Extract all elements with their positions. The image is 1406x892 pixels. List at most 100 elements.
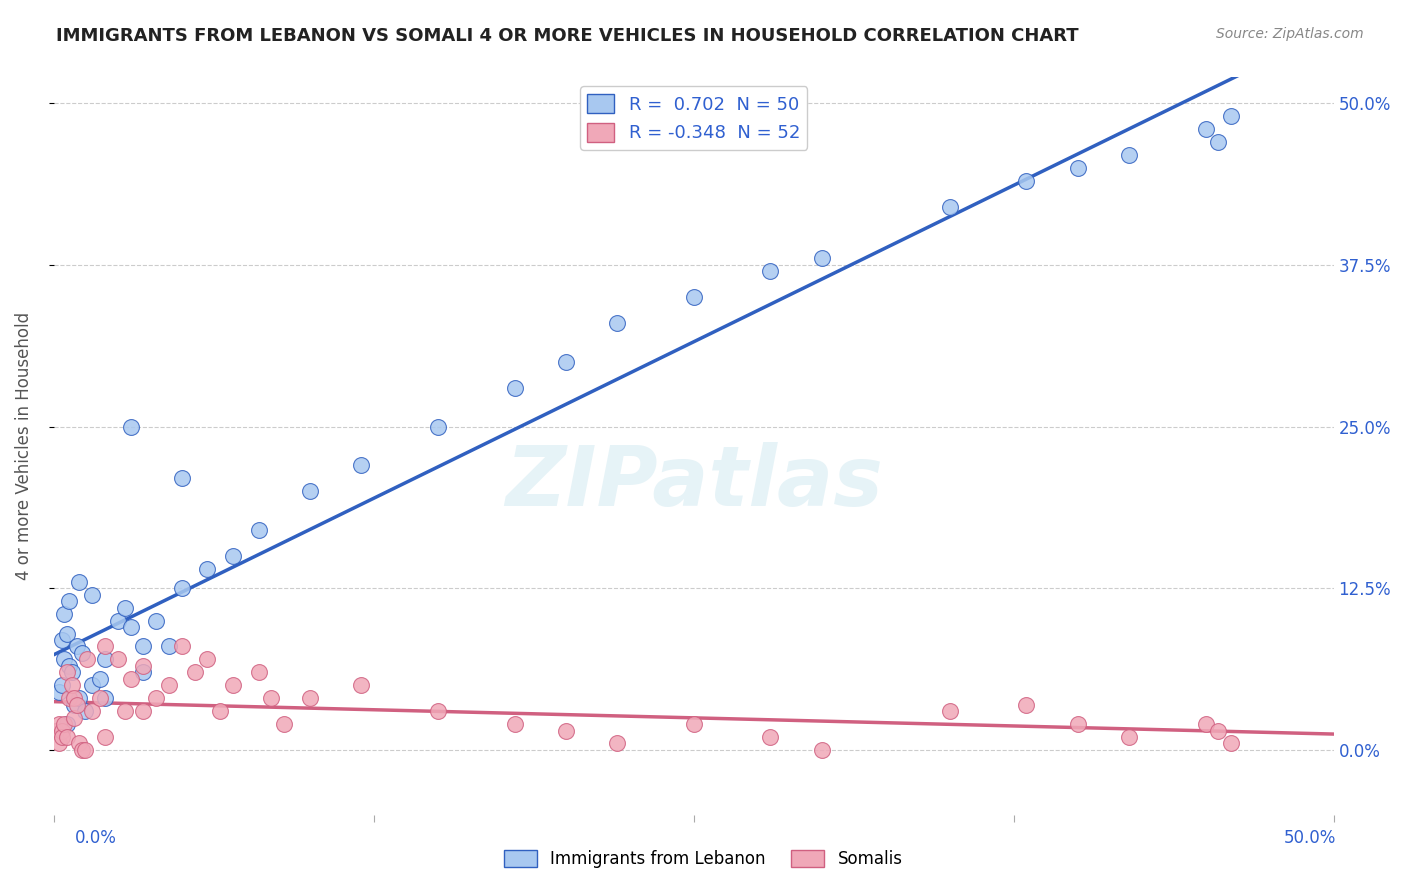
Point: [170, 581, 193, 595]
Point: [107, 614, 129, 628]
Point: [48, 717, 70, 731]
Point: [132, 665, 155, 680]
Point: [682, 290, 704, 304]
Point: [1066, 161, 1088, 175]
Point: [222, 678, 245, 692]
Point: [55, 717, 77, 731]
Point: [73, 743, 96, 757]
Point: [1015, 698, 1038, 712]
Point: [94, 730, 117, 744]
Point: [273, 717, 295, 731]
Point: [759, 264, 782, 278]
Point: [53, 652, 76, 666]
Point: [132, 658, 155, 673]
Point: [73, 704, 96, 718]
Point: [66, 698, 89, 712]
Point: [350, 458, 373, 473]
Point: [145, 614, 167, 628]
Point: [55, 730, 77, 744]
Point: [260, 691, 283, 706]
Point: [120, 672, 142, 686]
Point: [60, 678, 83, 692]
Point: [63, 698, 86, 712]
Text: ZIPatlas: ZIPatlas: [505, 442, 883, 524]
Point: [82, 588, 104, 602]
Point: [107, 652, 129, 666]
Point: [222, 549, 245, 563]
Point: [53, 607, 76, 621]
Point: [51, 678, 73, 692]
Point: [197, 652, 219, 666]
Point: [197, 562, 219, 576]
Point: [157, 678, 180, 692]
Point: [247, 523, 270, 537]
Point: [1208, 135, 1230, 149]
Point: [45, 723, 67, 738]
Point: [82, 678, 104, 692]
Point: [51, 723, 73, 738]
Point: [70, 646, 93, 660]
Point: [170, 471, 193, 485]
Point: [82, 704, 104, 718]
Point: [1194, 122, 1216, 136]
Point: [1015, 174, 1038, 188]
Text: Source: ZipAtlas.com: Source: ZipAtlas.com: [1216, 27, 1364, 41]
Point: [209, 704, 232, 718]
Point: [938, 200, 960, 214]
Y-axis label: 4 or more Vehicles in Household: 4 or more Vehicles in Household: [15, 312, 32, 580]
Text: 0.0%: 0.0%: [75, 829, 117, 847]
Point: [1220, 736, 1243, 750]
Point: [157, 640, 180, 654]
Point: [120, 620, 142, 634]
Point: [114, 600, 136, 615]
Point: [67, 691, 90, 706]
Legend: Immigrants from Lebanon, Somalis: Immigrants from Lebanon, Somalis: [496, 843, 910, 875]
Point: [51, 730, 73, 744]
Point: [94, 652, 117, 666]
Point: [682, 717, 704, 731]
Point: [94, 640, 117, 654]
Point: [48, 684, 70, 698]
Point: [1118, 148, 1140, 162]
Point: [298, 484, 321, 499]
Point: [63, 691, 86, 706]
Point: [503, 381, 526, 395]
Point: [1066, 717, 1088, 731]
Point: [89, 672, 111, 686]
Point: [247, 665, 270, 680]
Point: [67, 574, 90, 589]
Point: [554, 723, 576, 738]
Point: [89, 691, 111, 706]
Point: [759, 730, 782, 744]
Point: [114, 704, 136, 718]
Point: [426, 419, 449, 434]
Point: [298, 691, 321, 706]
Point: [1208, 723, 1230, 738]
Point: [350, 678, 373, 692]
Point: [94, 691, 117, 706]
Point: [58, 658, 80, 673]
Text: IMMIGRANTS FROM LEBANON VS SOMALI 4 OR MORE VEHICLES IN HOUSEHOLD CORRELATION CH: IMMIGRANTS FROM LEBANON VS SOMALI 4 OR M…: [56, 27, 1078, 45]
Text: 50.0%: 50.0%: [1284, 829, 1337, 847]
Point: [170, 640, 193, 654]
Point: [426, 704, 449, 718]
Point: [55, 626, 77, 640]
Point: [76, 652, 98, 666]
Point: [63, 710, 86, 724]
Legend: R =  0.702  N = 50, R = -0.348  N = 52: R = 0.702 N = 50, R = -0.348 N = 52: [581, 87, 807, 150]
Point: [503, 717, 526, 731]
Point: [53, 717, 76, 731]
Point: [58, 594, 80, 608]
Point: [120, 419, 142, 434]
Point: [67, 736, 90, 750]
Point: [938, 704, 960, 718]
Point: [66, 640, 89, 654]
Point: [1118, 730, 1140, 744]
Point: [554, 355, 576, 369]
Point: [55, 665, 77, 680]
Point: [70, 743, 93, 757]
Point: [1194, 717, 1216, 731]
Point: [132, 640, 155, 654]
Point: [606, 736, 628, 750]
Point: [1220, 109, 1243, 123]
